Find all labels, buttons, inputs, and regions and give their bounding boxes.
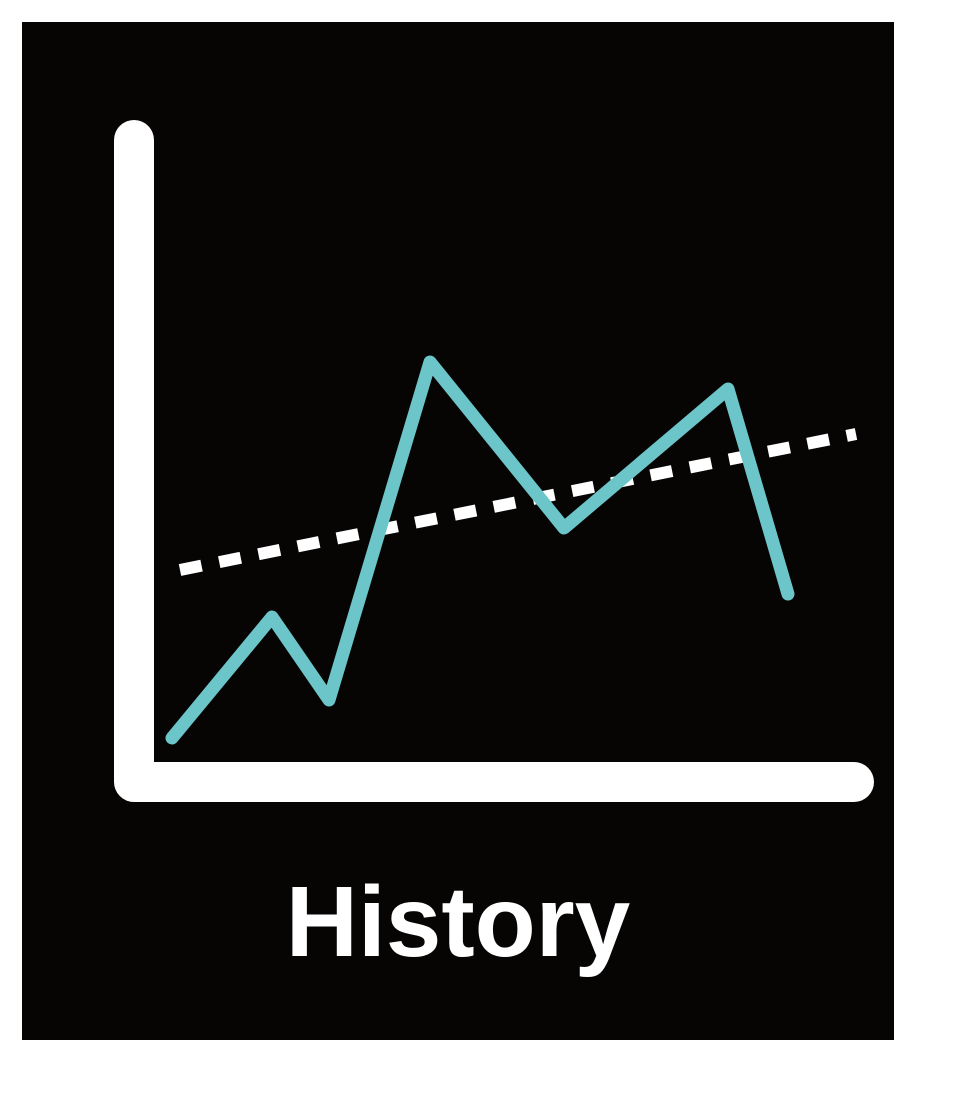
history-tile[interactable]: History (22, 22, 894, 1040)
history-line (165, 355, 795, 745)
history-label: History (285, 866, 631, 978)
axis-lines (114, 120, 874, 802)
history-chart-icon (114, 120, 874, 802)
